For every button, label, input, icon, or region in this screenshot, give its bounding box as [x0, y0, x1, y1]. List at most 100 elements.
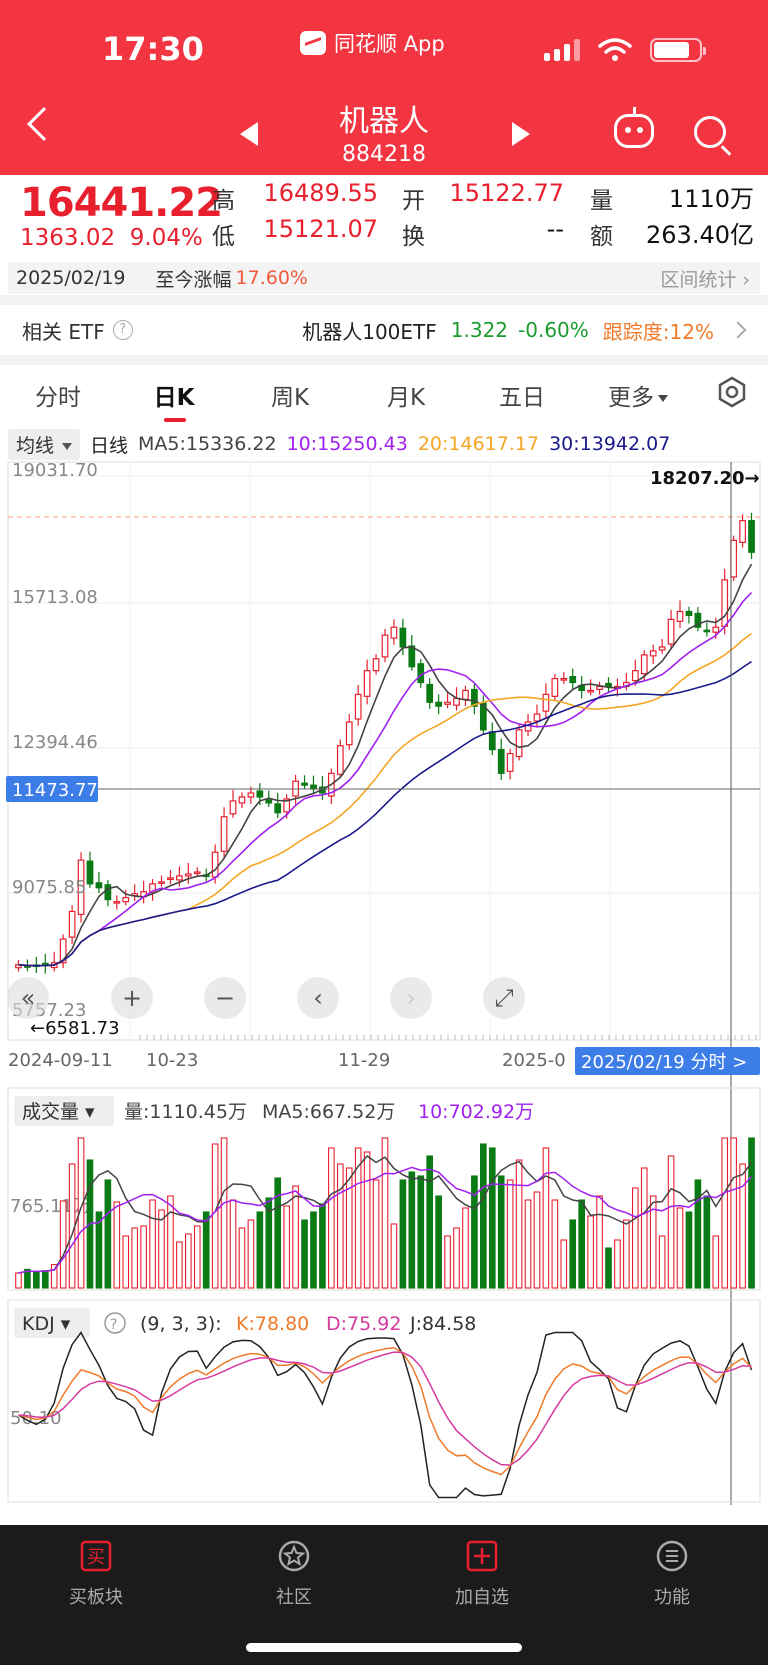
volume-bar	[274, 1177, 282, 1289]
candle	[86, 860, 94, 885]
volume-bar	[167, 1195, 174, 1289]
candle	[274, 803, 282, 814]
x-tick-label: 11-29	[338, 1050, 390, 1071]
tab-weekly-k[interactable]: 周K	[270, 385, 310, 411]
y-tick-label: 15713.08	[12, 587, 98, 608]
volume-bar	[381, 1137, 389, 1289]
volume-bar	[640, 1167, 648, 1289]
volume-bar	[131, 1227, 139, 1289]
help-icon[interactable]: ?	[112, 320, 133, 340]
ma30-value: 30:13942.07	[549, 433, 671, 455]
app-source-label: 同花顺 App	[334, 32, 445, 56]
candle	[631, 670, 639, 682]
volume-bar	[33, 1271, 40, 1289]
candle	[712, 626, 720, 633]
chart-control-button[interactable]: −	[204, 977, 246, 1019]
candle	[515, 729, 523, 758]
kdj-frame	[7, 1299, 761, 1503]
buy-sector-button[interactable]: 买 买板块	[36, 1540, 156, 1609]
add-icon	[466, 1540, 498, 1572]
last-price: 16441.22	[20, 180, 223, 226]
tab-intraday[interactable]: 分时	[35, 385, 81, 411]
chart-control-button[interactable]: «	[7, 977, 49, 1019]
prev-stock-icon[interactable]	[240, 122, 258, 146]
volume-bar	[426, 1155, 434, 1289]
back-arrow-icon[interactable]	[27, 107, 61, 141]
volume-bar	[506, 1179, 514, 1289]
amount-value: 263.40亿	[646, 221, 754, 249]
robot-assistant-icon[interactable]	[614, 107, 654, 148]
volume-bar	[310, 1211, 317, 1289]
volume-bar	[41, 1270, 49, 1289]
next-stock-icon[interactable]	[512, 122, 530, 146]
etf-price: 1.322	[450, 318, 509, 342]
turnover-label: 换	[402, 224, 425, 250]
candle	[336, 745, 344, 775]
control-bg	[483, 977, 525, 1019]
control-icon: «	[21, 984, 36, 1012]
volume-selector-bg	[14, 1096, 114, 1126]
tab-daily-k[interactable]: 日K	[116, 378, 232, 422]
chart-control-button[interactable]: ‹	[297, 977, 339, 1019]
functions-button[interactable]: 功能	[612, 1540, 732, 1609]
volume-bar	[614, 1239, 621, 1289]
chevron-right-icon[interactable]	[729, 321, 747, 339]
volume-bar	[730, 1137, 737, 1289]
chart-control-button[interactable]: +	[111, 977, 153, 1019]
signal-icon	[544, 39, 580, 61]
etf-tracking: 跟踪度:12%	[602, 319, 714, 344]
app-logo-icon	[300, 31, 326, 55]
volume-bar	[560, 1239, 568, 1289]
high-value: 16489.55	[263, 179, 378, 207]
chart-area[interactable]: 19031.7015713.0812394.469075.855757.2318…	[0, 460, 768, 1505]
range-stats-link[interactable]: 区间统计 ›	[660, 268, 750, 291]
volume-bar	[515, 1159, 523, 1289]
volume-ma5-line	[18, 1154, 753, 1274]
volume-bar	[631, 1187, 639, 1289]
search-icon[interactable]	[694, 116, 726, 148]
related-etf-row[interactable]: 相关 ETF ? 机器人100ETF 1.322 -0.60% 跟踪度:12%	[0, 305, 768, 355]
ma30-line	[18, 660, 752, 967]
volume-bar	[399, 1179, 407, 1289]
candle	[95, 882, 103, 889]
candle	[229, 800, 237, 815]
back-to-app[interactable]: 同花顺 App	[300, 28, 445, 58]
candle	[462, 689, 469, 700]
max-price-label: 18207.20→	[650, 468, 760, 489]
help-icon-glyph: ?	[110, 1317, 117, 1333]
volume-bar	[247, 1219, 255, 1289]
candle	[569, 675, 577, 684]
candle	[506, 752, 514, 772]
volume-bar	[292, 1185, 299, 1289]
volume-bar	[220, 1137, 228, 1289]
candle	[560, 677, 568, 681]
quote-panel: 16441.22 1363.02 9.04% 高 16489.55 低 1512…	[0, 175, 768, 300]
volume-bar	[193, 1225, 201, 1289]
volume-bar	[480, 1143, 487, 1289]
volume-bar	[95, 1211, 103, 1289]
y-tick-label: 9075.85	[12, 877, 86, 898]
chart-control-button[interactable]: ⤢	[483, 977, 525, 1019]
community-button[interactable]: 社区	[234, 1540, 354, 1609]
tab-monthly-k[interactable]: 月K	[386, 385, 426, 411]
tab-five-day[interactable]: 五日	[499, 385, 545, 411]
candle	[301, 782, 308, 786]
tab-more[interactable]: 更多	[580, 378, 696, 412]
buy-icon: 买	[80, 1540, 112, 1572]
volume-bar	[390, 1223, 398, 1289]
cursor-date-label: 2025/02/19 分时 >	[581, 1052, 747, 1073]
chart-control-button[interactable]: ›	[390, 977, 432, 1019]
volume-bar	[542, 1147, 550, 1289]
chart-settings-icon[interactable]	[716, 376, 748, 408]
volume-bar	[372, 1179, 380, 1289]
volume-bar	[345, 1167, 353, 1289]
volume-value: 1110万	[668, 185, 754, 213]
candle	[345, 721, 353, 746]
candle	[122, 897, 130, 903]
volume-bar	[15, 1272, 22, 1289]
ma-selector[interactable]: 均线	[8, 428, 81, 460]
price-change: 1363.02 9.04%	[20, 225, 203, 251]
add-watchlist-button[interactable]: 加自选	[422, 1540, 542, 1609]
period-tabs: 分时 日K 周K 月K 五日 更多	[0, 365, 768, 425]
volume-bar	[50, 1264, 58, 1289]
